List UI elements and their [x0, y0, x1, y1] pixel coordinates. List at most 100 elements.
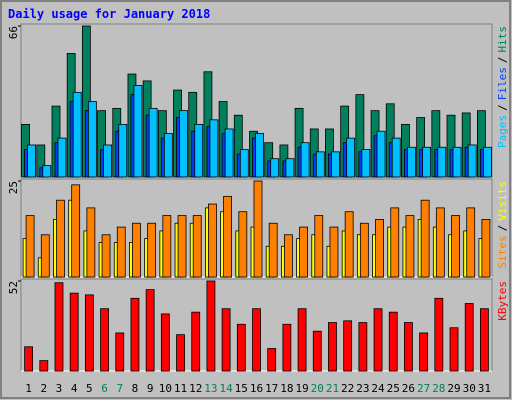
bar [282, 323, 292, 372]
bar [451, 215, 460, 278]
bar [238, 211, 248, 278]
bar [300, 142, 310, 178]
x-tick-label: 28 [432, 382, 445, 395]
bar [194, 123, 204, 178]
bar [132, 222, 141, 278]
bar [255, 133, 264, 178]
bar [103, 144, 112, 178]
legend-separator: / [496, 225, 509, 232]
bar [86, 207, 96, 278]
bar [206, 280, 216, 372]
x-tick-label: 14 [219, 382, 233, 395]
bar [224, 128, 234, 178]
x-tick-label: 24 [371, 382, 385, 395]
bar [270, 158, 280, 178]
bar [209, 119, 219, 178]
bar [130, 297, 140, 372]
bar [299, 226, 308, 278]
x-tick-label: 11 [174, 382, 187, 395]
x-tick-label: 10 [159, 382, 172, 395]
bar [221, 308, 231, 372]
bar [54, 282, 64, 372]
x-tick-label: 13 [204, 382, 217, 395]
x-tick-label: 7 [116, 382, 123, 395]
bar [464, 303, 474, 372]
x-tick-label: 22 [341, 382, 354, 395]
bar [24, 346, 33, 372]
bar [480, 308, 489, 372]
bar [449, 327, 459, 372]
y-tick-label: 52 [7, 281, 20, 294]
bar [101, 234, 111, 278]
bar [405, 215, 415, 278]
bar [343, 320, 353, 372]
x-tick-label: 6 [101, 382, 108, 395]
legend: KBytes [496, 281, 509, 321]
legend: Sites / Visits [496, 181, 509, 269]
legend-entry: Hits [496, 26, 509, 53]
bar [236, 323, 246, 372]
bar [344, 211, 354, 278]
bar [375, 218, 384, 278]
bar [100, 308, 109, 372]
bar [40, 234, 50, 278]
x-tick-label: 8 [132, 382, 139, 395]
legend-entry: KBytes [496, 281, 509, 321]
bar [297, 308, 307, 372]
bar [331, 151, 340, 178]
bar [239, 149, 249, 178]
bar [116, 226, 126, 278]
bar [329, 226, 339, 278]
bar [481, 218, 491, 278]
bar [283, 234, 293, 278]
bar [358, 322, 368, 372]
bar [84, 294, 94, 372]
bar [27, 144, 36, 178]
bar [160, 313, 170, 372]
bar [148, 107, 158, 178]
x-tick-label: 4 [71, 382, 78, 395]
bar [314, 215, 324, 278]
bar [208, 203, 217, 278]
bar [162, 215, 172, 278]
bar [391, 137, 401, 178]
bar [176, 334, 185, 372]
x-tick-label: 21 [326, 382, 339, 395]
bar [435, 207, 445, 278]
x-tick-label: 17 [265, 382, 278, 395]
bar [253, 180, 263, 278]
bar [388, 311, 398, 372]
legend-separator: / [496, 57, 509, 64]
bar [419, 332, 429, 372]
bar [252, 308, 261, 372]
bar [39, 360, 49, 372]
x-tick-label: 15 [235, 382, 248, 395]
bar [42, 165, 52, 178]
x-tick-label: 3 [56, 382, 63, 395]
bar [359, 222, 369, 278]
legend-separator: / [496, 104, 509, 111]
bar [147, 222, 157, 278]
bar [69, 292, 79, 372]
bar [312, 330, 322, 372]
bar [145, 289, 155, 372]
bar [72, 91, 82, 178]
x-tick-label: 12 [189, 382, 202, 395]
bar [407, 146, 416, 178]
bar [163, 133, 173, 178]
bar [390, 207, 400, 278]
bar [452, 146, 462, 178]
x-tick-label: 1 [25, 382, 32, 395]
x-tick-label: 29 [447, 382, 460, 395]
bar [420, 199, 430, 278]
bar [376, 130, 386, 178]
bar [434, 297, 444, 372]
legend-entry: Visits [496, 181, 509, 221]
bar [191, 311, 201, 372]
bar [268, 222, 278, 278]
bar [133, 85, 143, 178]
x-tick-label: 18 [280, 382, 293, 395]
x-tick-label: 26 [402, 382, 415, 395]
bar [25, 215, 35, 278]
